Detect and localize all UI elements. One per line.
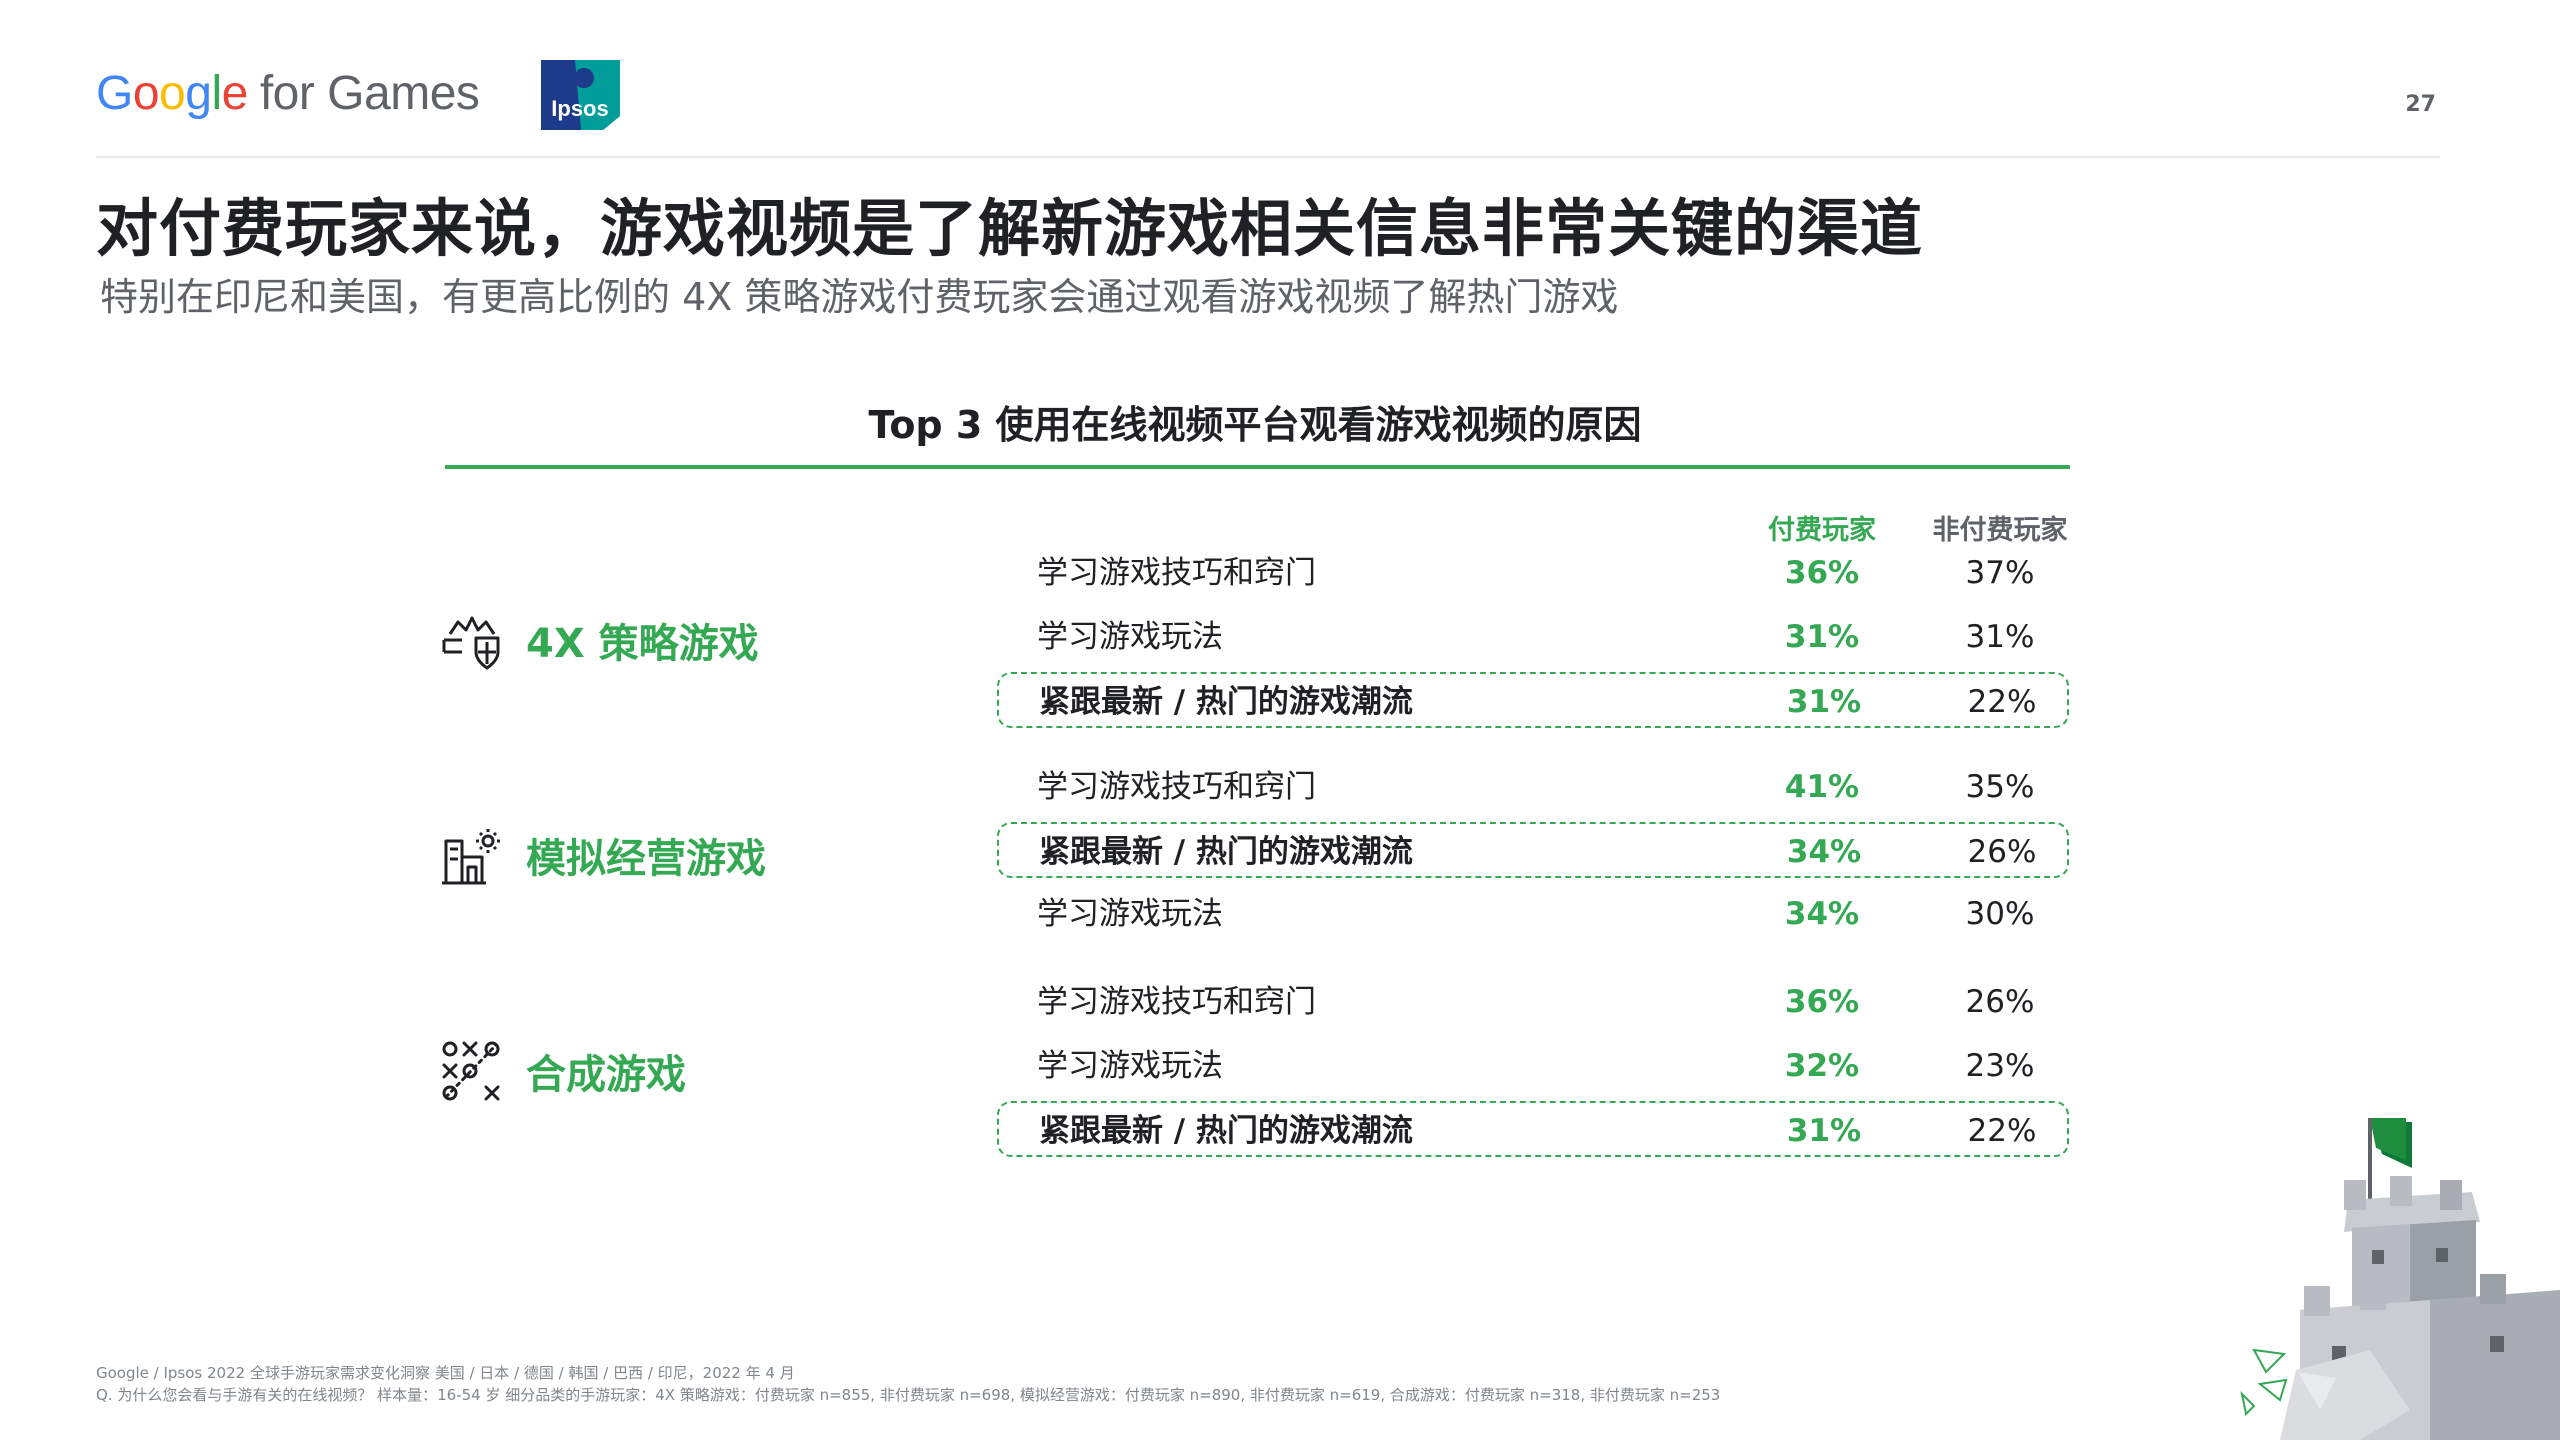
category-label: 模拟经营游戏 xyxy=(526,836,766,882)
reason-label: 学习游戏技巧和窍门 xyxy=(1037,769,1316,805)
category-4x-strategy: 4X 策略游戏 xyxy=(440,600,759,680)
paid-value: 36% xyxy=(1784,984,1860,1020)
table-row-highlight: 紧跟最新 / 热门的游戏潮流 31% 22% xyxy=(997,1101,2069,1157)
column-header-nonpaid: 非付费玩家 xyxy=(1932,515,2068,546)
chart-divider xyxy=(445,465,2070,469)
paid-value: 34% xyxy=(1786,834,1862,870)
page-title: 对付费玩家来说，游戏视频是了解新游戏相关信息非常关键的渠道 xyxy=(96,192,1924,265)
table-row: 学习游戏玩法 34% 30% xyxy=(997,886,2069,942)
ipsos-logo-text: Ipsos xyxy=(551,96,608,121)
building-sun-icon xyxy=(442,829,500,885)
logo-letter: o xyxy=(159,67,186,120)
nonpaid-value: 31% xyxy=(1965,619,2035,655)
logo-letter: G xyxy=(96,67,133,120)
nonpaid-value: 22% xyxy=(1967,684,2037,720)
header: Google for Games Ipsos 27 xyxy=(0,0,2560,160)
logo-suffix: for Games xyxy=(259,67,480,120)
castle-illustration xyxy=(2240,1118,2560,1440)
logo-letter: o xyxy=(132,67,160,120)
nonpaid-value: 22% xyxy=(1967,1113,2037,1149)
paid-value: 36% xyxy=(1784,555,1860,591)
logo-letter: e xyxy=(221,67,249,120)
page-number: 27 xyxy=(2405,92,2436,117)
ipsos-logo: Ipsos xyxy=(541,60,620,130)
paid-value: 31% xyxy=(1784,619,1860,655)
nonpaid-value: 23% xyxy=(1965,1048,2035,1084)
table-row: 学习游戏玩法 32% 23% xyxy=(997,1038,2069,1094)
reason-label: 学习游戏玩法 xyxy=(1037,619,1223,655)
reason-label: 学习游戏技巧和窍门 xyxy=(1037,984,1316,1020)
category-label: 4X 策略游戏 xyxy=(526,621,759,667)
table-row: 学习游戏技巧和窍门 41% 35% xyxy=(997,759,2069,815)
reason-label: 紧跟最新 / 热门的游戏潮流 xyxy=(1039,834,1413,870)
paid-value: 32% xyxy=(1784,1048,1860,1084)
paid-value: 41% xyxy=(1784,769,1860,805)
chart-title: Top 3 使用在线视频平台观看游戏视频的原因 xyxy=(868,403,1642,447)
reason-label: 学习游戏玩法 xyxy=(1037,1048,1223,1084)
footnote-source: Google / Ipsos 2022 全球手游玩家需求变化洞察 美国 / 日本… xyxy=(96,1364,795,1382)
google-wordmark: Google xyxy=(96,67,248,120)
page-subtitle: 特别在印尼和美国，有更高比例的 4X 策略游戏付费玩家会通过观看游戏视频了解热门… xyxy=(100,275,1619,319)
crown-shield-icon xyxy=(442,616,500,670)
logo-letter: g xyxy=(185,67,212,120)
nonpaid-value: 37% xyxy=(1965,555,2035,591)
table-row: 学习游戏玩法 31% 31% xyxy=(997,609,2069,665)
category-label: 合成游戏 xyxy=(526,1052,686,1098)
table-row: 学习游戏技巧和窍门 36% 37% xyxy=(997,545,2069,601)
logo-letter: l xyxy=(211,67,222,120)
category-simulation: 模拟经营游戏 xyxy=(440,815,766,895)
nonpaid-value: 30% xyxy=(1965,896,2035,932)
table-row: 学习游戏技巧和窍门 36% 26% xyxy=(997,974,2069,1030)
footnote-question: Q. 为什么您会看与手游有关的在线视频？ 样本量：16-54 岁 细分品类的手游… xyxy=(96,1386,1721,1404)
reason-label: 紧跟最新 / 热门的游戏潮流 xyxy=(1039,684,1413,720)
paid-value: 34% xyxy=(1784,896,1860,932)
paid-value: 31% xyxy=(1786,684,1862,720)
table-row-highlight: 紧跟最新 / 热门的游戏潮流 31% 22% xyxy=(997,672,2069,728)
category-merge: 合成游戏 xyxy=(440,1031,686,1111)
nonpaid-value: 35% xyxy=(1965,769,2035,805)
tic-tac-toe-icon xyxy=(442,1041,500,1101)
reason-label: 学习游戏玩法 xyxy=(1037,896,1223,932)
paid-value: 31% xyxy=(1786,1113,1862,1149)
table-row-highlight: 紧跟最新 / 热门的游戏潮流 34% 26% xyxy=(997,822,2069,878)
nonpaid-value: 26% xyxy=(1965,984,2035,1020)
reason-label: 学习游戏技巧和窍门 xyxy=(1037,555,1316,591)
header-divider xyxy=(96,156,2440,158)
reason-label: 紧跟最新 / 热门的游戏潮流 xyxy=(1039,1113,1413,1149)
nonpaid-value: 26% xyxy=(1967,834,2037,870)
google-for-games-logo: Google for Games xyxy=(96,66,480,121)
column-header-paid: 付费玩家 xyxy=(1768,515,1876,546)
